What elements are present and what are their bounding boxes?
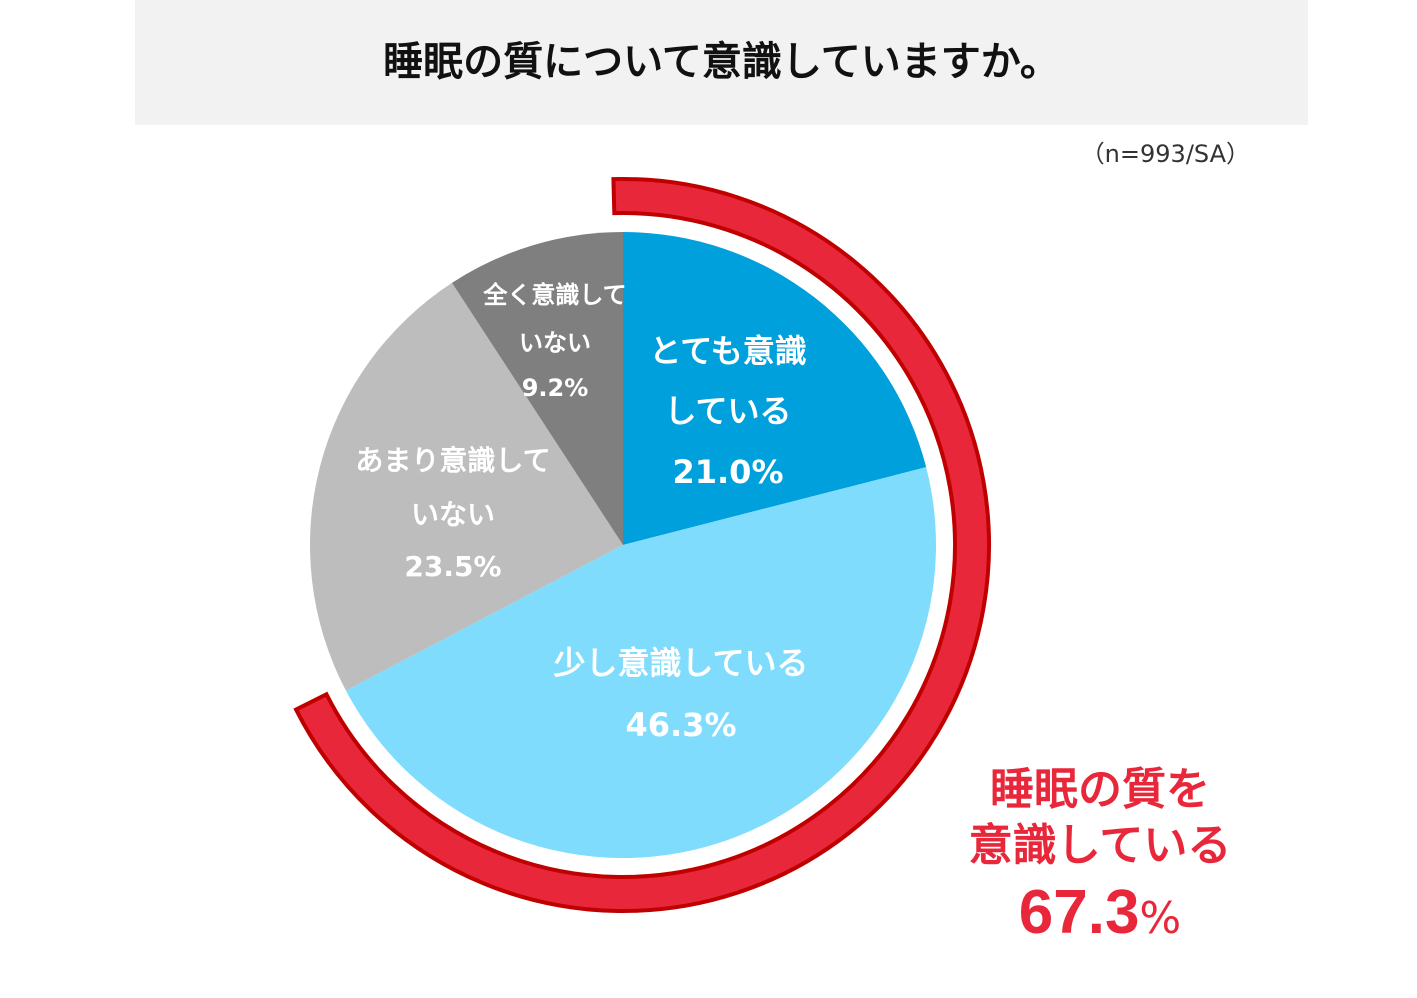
pie-label-layer: とても意識している21.0%少し意識している46.3%あまり意識していない23.… — [355, 281, 808, 744]
pie-slice-not-much-conscious — [309, 282, 623, 691]
slice-label-not-much-conscious: あまり意識して — [355, 444, 550, 477]
summary-unit: % — [1139, 893, 1182, 944]
slice-label-not-at-all-conscious: いない — [519, 329, 591, 357]
slice-label-not-much-conscious: いない — [411, 498, 495, 531]
summary-callout: 睡眠の質を 意識している 67.3% — [930, 762, 1270, 963]
pie-slice-somewhat-conscious — [345, 467, 936, 858]
data-label-somewhat-conscious: 46.3% — [625, 706, 736, 744]
page-title: 睡眠の質について意識していますか。 — [383, 39, 1060, 85]
data-label-very-conscious: 21.0% — [672, 453, 783, 491]
highlight-arc — [293, 177, 991, 913]
pie-slice-layer — [309, 232, 936, 858]
summary-percentage: 67.3% — [930, 878, 1270, 963]
summary-value: 67.3 — [1018, 878, 1140, 947]
title-band: 睡眠の質について意識していますか。 — [135, 0, 1308, 125]
pie-slice-very-conscious — [623, 232, 927, 545]
highlight-arc-layer — [293, 177, 991, 913]
slice-label-not-at-all-conscious: 全く意識して — [482, 281, 626, 309]
data-label-not-at-all-conscious: 9.2% — [522, 374, 589, 402]
data-label-not-much-conscious: 23.5% — [404, 550, 501, 583]
slice-label-somewhat-conscious: 少し意識している — [553, 644, 808, 682]
pie-slice-not-at-all-conscious — [451, 232, 623, 545]
sample-size-note: （n=993/SA） — [1080, 140, 1250, 168]
summary-line-2: 意識している — [968, 820, 1232, 871]
slice-label-very-conscious: とても意識 — [649, 332, 806, 370]
slice-label-very-conscious: している — [664, 392, 791, 430]
summary-line-1: 睡眠の質を — [990, 764, 1210, 815]
